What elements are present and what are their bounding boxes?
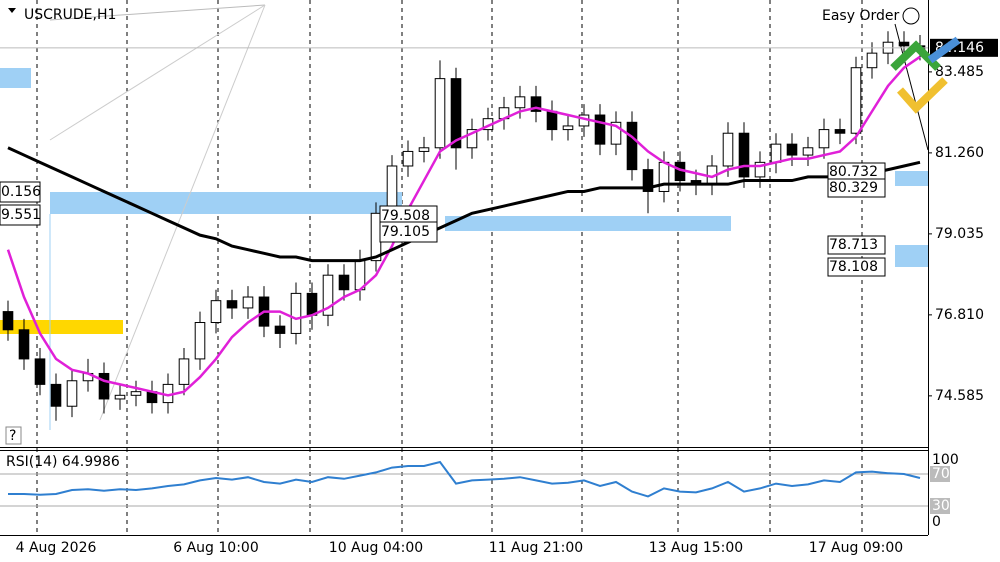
plot [0, 31, 928, 507]
candle-body [130, 391, 142, 396]
rsi-title: RSI(14) 64.9986 [6, 454, 120, 470]
x-tick-label: 4 Aug 2026 [16, 540, 97, 556]
candle-body [114, 394, 126, 400]
candle-body [850, 67, 862, 134]
candle-body [34, 358, 46, 385]
candle-body [818, 129, 830, 149]
candle-body [2, 311, 14, 331]
candle-body [626, 121, 638, 171]
candle-body [786, 143, 798, 156]
easy-order[interactable]: Easy Order [822, 8, 899, 24]
x-tick-label: 17 Aug 09:00 [809, 540, 903, 556]
candle-body [226, 300, 238, 309]
price-tag: 80.732 [829, 164, 878, 180]
candle-body [658, 161, 670, 192]
candle-body [530, 96, 542, 112]
candle-body [290, 292, 302, 334]
candle-body [898, 41, 910, 47]
candle-body [18, 329, 30, 360]
rsi-line [8, 460, 921, 498]
y-tick-label: 83.485 [935, 64, 984, 80]
candle-body [210, 300, 222, 324]
y-tick-label: 100 [932, 452, 959, 468]
candle-body [242, 296, 254, 309]
candle-body [370, 212, 382, 262]
x-tick-label: 13 Aug 15:00 [649, 540, 743, 556]
x-tick-label: 10 Aug 04:00 [329, 540, 423, 556]
candle-body [834, 129, 846, 134]
candle-body [610, 121, 622, 145]
candle-body [178, 358, 190, 385]
y-tick-label: 30 [932, 498, 950, 514]
y-tick-label: 81.260 [935, 145, 984, 161]
chart-title: USCRUDE,H1 [24, 7, 116, 23]
candle-body [770, 143, 782, 163]
y-tick-label: 70 [932, 466, 950, 482]
rsi-level-box [930, 466, 950, 482]
price-tag: 80.329 [829, 180, 878, 196]
candle-body [194, 322, 206, 360]
panel-frame [0, 0, 929, 536]
moving-average [7, 146, 921, 263]
candle-body [274, 325, 286, 334]
price-tag: 78.108 [829, 259, 878, 275]
candle-body [434, 78, 446, 149]
candle-body [562, 125, 574, 131]
price-tag: 9.551 [1, 207, 41, 223]
candle-body [642, 169, 654, 192]
candle-body [50, 383, 62, 407]
smiley [902, 7, 920, 25]
price-tag: 79.105 [381, 224, 430, 240]
x-tick-label: 11 Aug 21:00 [489, 540, 583, 556]
price-tag: 79.508 [381, 208, 430, 224]
y-tick-label: 79.035 [935, 226, 984, 242]
x-tick-label: 6 Aug 10:00 [173, 540, 259, 556]
price-tag: 78.713 [829, 237, 878, 253]
y-tick-label: 0 [932, 514, 941, 530]
candle-body [738, 132, 750, 178]
candle-body [594, 114, 606, 145]
y-tick-label: 76.810 [935, 307, 984, 323]
candle-body [66, 380, 78, 407]
candle-body [466, 129, 478, 149]
candle-body [306, 292, 318, 316]
moving-average [6, 55, 921, 397]
time-grid [36, 0, 863, 535]
candle-body [866, 52, 878, 69]
candle-body [722, 132, 734, 167]
candle-body [402, 150, 414, 167]
candle-body [418, 147, 430, 152]
candle-body [98, 372, 110, 400]
price-tags: 0.156 9.551 79.508 79.105 80.732 80.329 … [0, 162, 886, 277]
candle-body [450, 78, 462, 149]
candle-body [514, 96, 526, 109]
candle-body [338, 274, 350, 291]
price-tag: 0.156 [1, 184, 41, 200]
zones [0, 4, 929, 430]
rsi-level-box [930, 498, 950, 514]
candle-body [546, 110, 558, 131]
candle-body [754, 161, 766, 178]
help-icon: ? [9, 428, 16, 444]
menu-arrow[interactable] [8, 8, 16, 13]
y-tick-label: 74.585 [935, 388, 984, 404]
candle-body [322, 274, 334, 316]
candle-body [802, 147, 814, 156]
logo [890, 36, 961, 114]
help-button[interactable] [5, 426, 22, 445]
